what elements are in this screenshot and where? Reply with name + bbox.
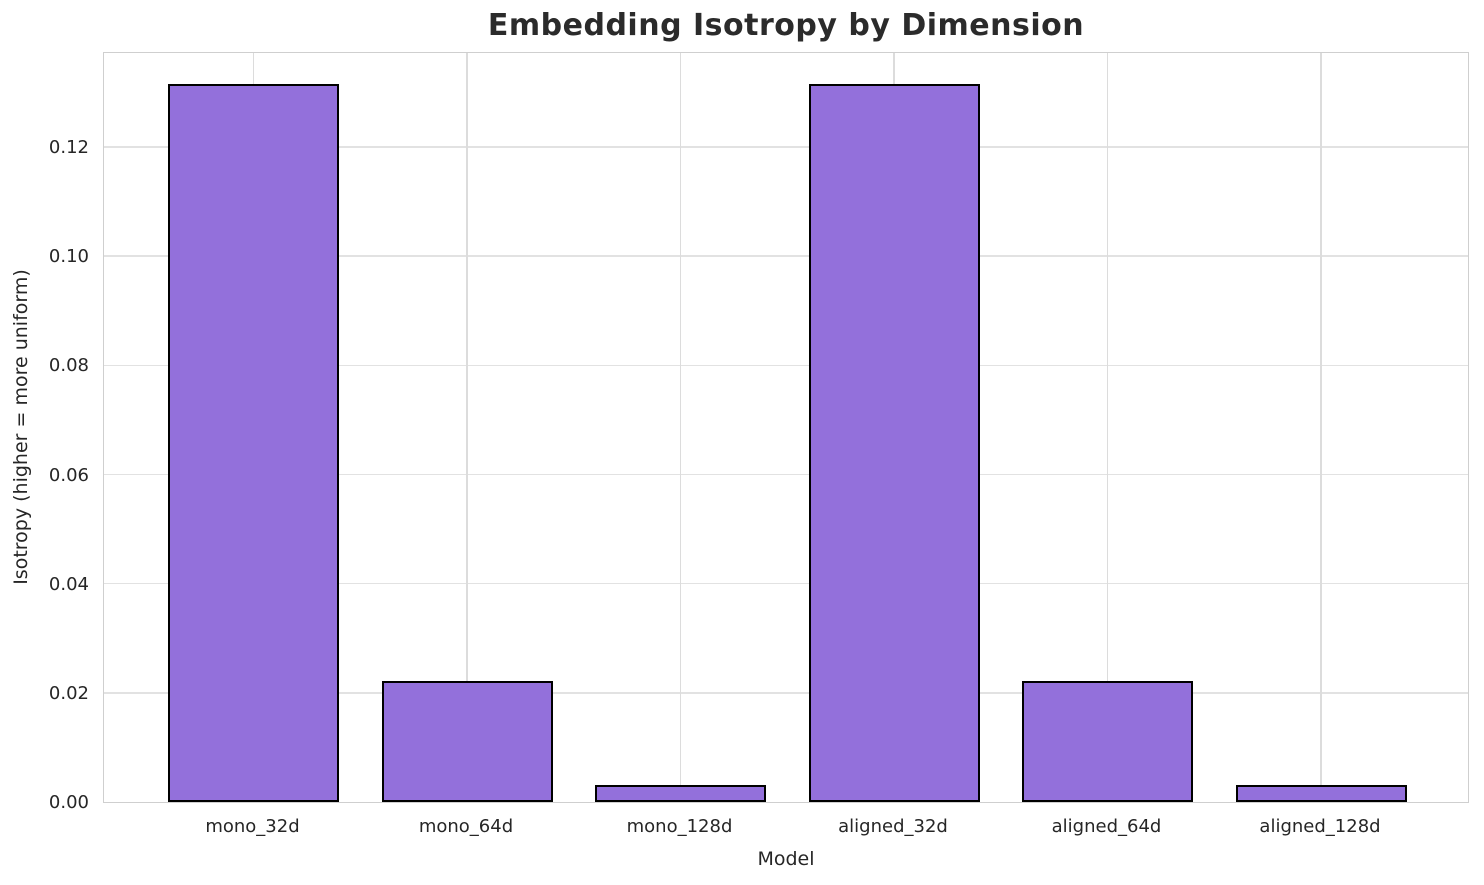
bar-aligned_64d bbox=[1022, 680, 1193, 802]
chart-title: Embedding Isotropy by Dimension bbox=[487, 8, 1085, 43]
vertical-gridline bbox=[679, 53, 682, 802]
y-tick-label-0.06: 0.06 bbox=[48, 464, 89, 486]
x-tick-label-aligned_64d: aligned_64d bbox=[1051, 816, 1162, 837]
x-tick-label-mono_128d: mono_128d bbox=[626, 816, 733, 837]
y-tick-label-0.00: 0.00 bbox=[48, 792, 89, 813]
horizontal-gridline bbox=[104, 692, 1468, 694]
plot-area bbox=[103, 52, 1469, 803]
x-axis-label: Model bbox=[757, 848, 815, 870]
horizontal-gridline bbox=[104, 473, 1468, 476]
horizontal-gridline bbox=[104, 582, 1468, 585]
bar-aligned_32d bbox=[808, 84, 980, 802]
y-tick-label-0.10: 0.10 bbox=[48, 246, 89, 268]
horizontal-gridline bbox=[104, 146, 1468, 148]
x-tick-label-aligned_32d: aligned_32d bbox=[838, 816, 948, 837]
vertical-gridline bbox=[1320, 53, 1322, 802]
x-tick-label-mono_64d: mono_64d bbox=[418, 816, 514, 837]
vertical-gridline bbox=[1106, 53, 1109, 802]
y-axis-label: Isotropy (higher = more uniform) bbox=[10, 269, 32, 585]
bar-mono_64d bbox=[381, 680, 553, 802]
bar-mono_32d bbox=[168, 84, 339, 802]
y-tick-label-0.08: 0.08 bbox=[48, 355, 89, 377]
y-tick-label-0.02: 0.02 bbox=[48, 682, 89, 704]
horizontal-gridline bbox=[104, 364, 1468, 367]
x-tick-label-mono_32d: mono_32d bbox=[205, 816, 300, 837]
y-tick-label-0.04: 0.04 bbox=[48, 573, 89, 595]
x-tick-label-aligned_128d: aligned_128d bbox=[1259, 816, 1381, 837]
vertical-gridline bbox=[466, 53, 468, 802]
bar-mono_128d bbox=[595, 785, 766, 802]
horizontal-gridline bbox=[104, 255, 1468, 257]
bar-aligned_128d bbox=[1235, 785, 1407, 802]
y-tick-label-0.12: 0.12 bbox=[48, 137, 89, 159]
